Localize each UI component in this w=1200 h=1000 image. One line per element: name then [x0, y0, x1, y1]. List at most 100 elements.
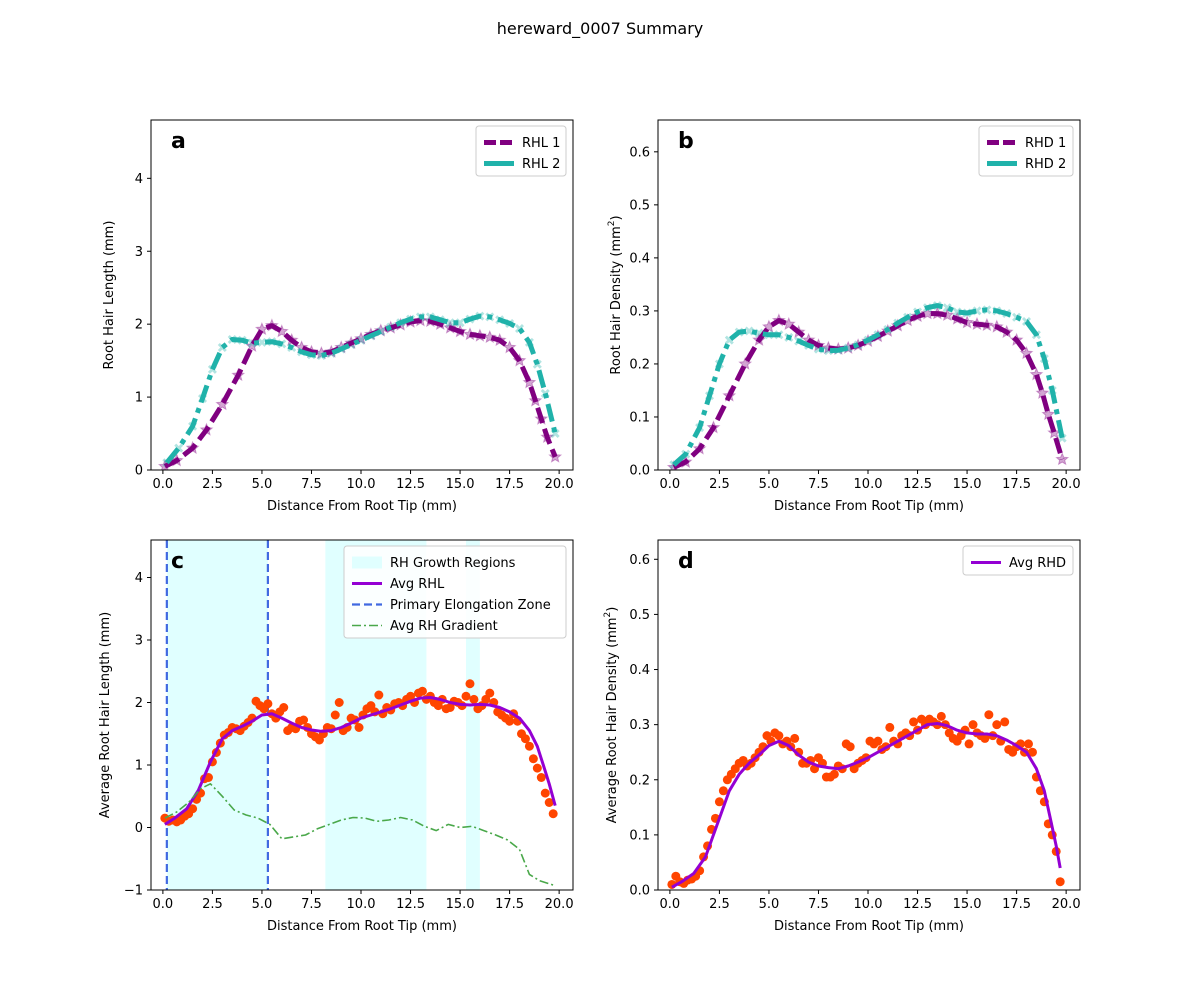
plot-frame	[150, 539, 574, 891]
x-tick-label: 5.0	[252, 477, 273, 492]
y-tick-label: 4	[135, 571, 143, 586]
star-marker	[1055, 452, 1070, 466]
y-tick-label: 0.5	[629, 608, 650, 623]
x-tick-label: 17.5	[1002, 477, 1031, 492]
scatter-point	[485, 688, 495, 698]
panel-c: 0.0 2.5 5.0 7.5 10.0 12.5 15.0 17.5 20.0 −1 0 1 2 3 4 D…	[98, 539, 574, 934]
y-tick-label: 0	[135, 464, 143, 479]
x-tick-label: 2.5	[709, 897, 730, 912]
panel-label: c	[171, 549, 184, 574]
star-marker	[215, 397, 230, 411]
legend-box	[343, 545, 567, 639]
y-axis-label: Average Root Hair Length (mm)	[98, 612, 113, 818]
x-tick-label: 0.0	[153, 477, 174, 492]
scatter-point	[334, 698, 344, 707]
scatter-point	[263, 699, 273, 709]
scatter-point	[532, 763, 542, 773]
y-tick-label: 1	[135, 391, 143, 406]
series-line	[164, 696, 557, 826]
x-tick-label: 12.5	[396, 477, 425, 492]
legend-label: RHL 1	[522, 136, 560, 151]
scatter-point	[1055, 877, 1065, 887]
y-tick-label: 0.4	[629, 663, 650, 678]
x-tick-label: 15.0	[953, 477, 982, 492]
legend: RHL 1 RHL 2	[475, 125, 567, 177]
x-marker	[257, 337, 267, 347]
x-tick-label: 15.0	[953, 897, 982, 912]
legend: RH Growth Regions Avg RHL Primary Elongati…	[343, 545, 567, 639]
x-marker	[445, 318, 455, 328]
scatter-point	[505, 716, 515, 726]
scatter-point	[461, 691, 471, 701]
x-tick-label: 2.5	[202, 477, 223, 492]
scatter-point	[330, 710, 340, 720]
legend-label: Avg RH Gradient	[390, 619, 498, 634]
y-tick-label: 2	[135, 318, 143, 333]
y-tick-label: 1	[135, 759, 143, 774]
scatter-point	[536, 773, 546, 782]
x-tick-label: 10.0	[347, 897, 376, 912]
x-tick-label: 7.5	[808, 477, 829, 492]
x-tick-label: 15.0	[446, 897, 475, 912]
panel-label: b	[678, 129, 694, 154]
scatter-point	[188, 804, 198, 814]
x-axis-label: Distance From Root Tip (mm)	[774, 919, 964, 934]
scatter-point	[465, 679, 475, 689]
legend-label: RH Growth Regions	[390, 556, 516, 571]
series-line	[671, 722, 1062, 889]
x-tick-label: 10.0	[347, 477, 376, 492]
plot-frame	[150, 119, 574, 471]
scatter-point	[964, 739, 974, 749]
x-tick-label: 20.0	[1052, 897, 1081, 912]
scatter-point	[417, 686, 427, 696]
scatter-point	[544, 798, 554, 807]
x-tick-label: 20.0	[545, 897, 574, 912]
series-line	[164, 783, 556, 887]
y-axis-label-end: )	[609, 215, 624, 220]
x-tick-label: 7.5	[301, 477, 322, 492]
legend: Avg RHD	[962, 545, 1074, 576]
panel-d: 0.0 2.5 5.0 7.5 10.0 12.5 15.0 17.5 20.0 0.0 0.1 0.…	[603, 539, 1081, 934]
legend-label: RHL 2	[522, 157, 560, 172]
scatter-point	[524, 741, 534, 751]
x-tick-label: 0.0	[660, 477, 681, 492]
x-tick-label: 5.0	[252, 897, 273, 912]
panel-b: 0.0 2.5 5.0 7.5 10.0 12.5 15.0 17.5 20.0 0.0 0.1 0.…	[607, 119, 1081, 514]
x-tick-label: 20.0	[545, 477, 574, 492]
legend-label: RHD 2	[1025, 157, 1066, 172]
star-marker	[522, 375, 537, 389]
y-axis-label-sup: 2	[603, 612, 613, 618]
legend-swatch	[352, 556, 382, 569]
x-tick-label: 7.5	[808, 897, 829, 912]
series-line	[672, 303, 1065, 467]
x-tick-label: 2.5	[709, 477, 730, 492]
y-tick-label: 0.0	[629, 884, 650, 899]
scatter-point	[540, 788, 550, 798]
x-axis-label: Distance From Root Tip (mm)	[267, 919, 457, 934]
x-tick-label: 15.0	[446, 477, 475, 492]
legend-label: Avg RHD	[1009, 556, 1066, 571]
legend-box	[962, 545, 1074, 576]
y-tick-label: 0.2	[629, 357, 650, 372]
scatter-point	[845, 742, 855, 752]
scatter-point	[885, 722, 895, 732]
scatter-point	[968, 720, 978, 730]
scatter-point	[1027, 747, 1037, 757]
scatter-point	[1000, 717, 1010, 727]
y-axis-label: Root Hair Length (mm)	[102, 221, 117, 370]
plot-area	[666, 301, 1070, 470]
x-tick-label: 7.5	[301, 897, 322, 912]
scatter-point	[374, 690, 384, 700]
x-tick-label: 12.5	[396, 897, 425, 912]
x-tick-label: 17.5	[495, 897, 524, 912]
y-axis-label-end: )	[605, 607, 620, 612]
y-tick-label: 2	[135, 696, 143, 711]
x-tick-label: 10.0	[854, 477, 883, 492]
x-axis-label: Distance From Root Tip (mm)	[774, 499, 964, 514]
y-tick-label: 3	[135, 634, 143, 649]
x-marker	[744, 326, 754, 336]
y-axis-label-sup: 2	[607, 220, 617, 226]
scatter-point	[1023, 739, 1033, 749]
plot-area	[157, 311, 563, 470]
